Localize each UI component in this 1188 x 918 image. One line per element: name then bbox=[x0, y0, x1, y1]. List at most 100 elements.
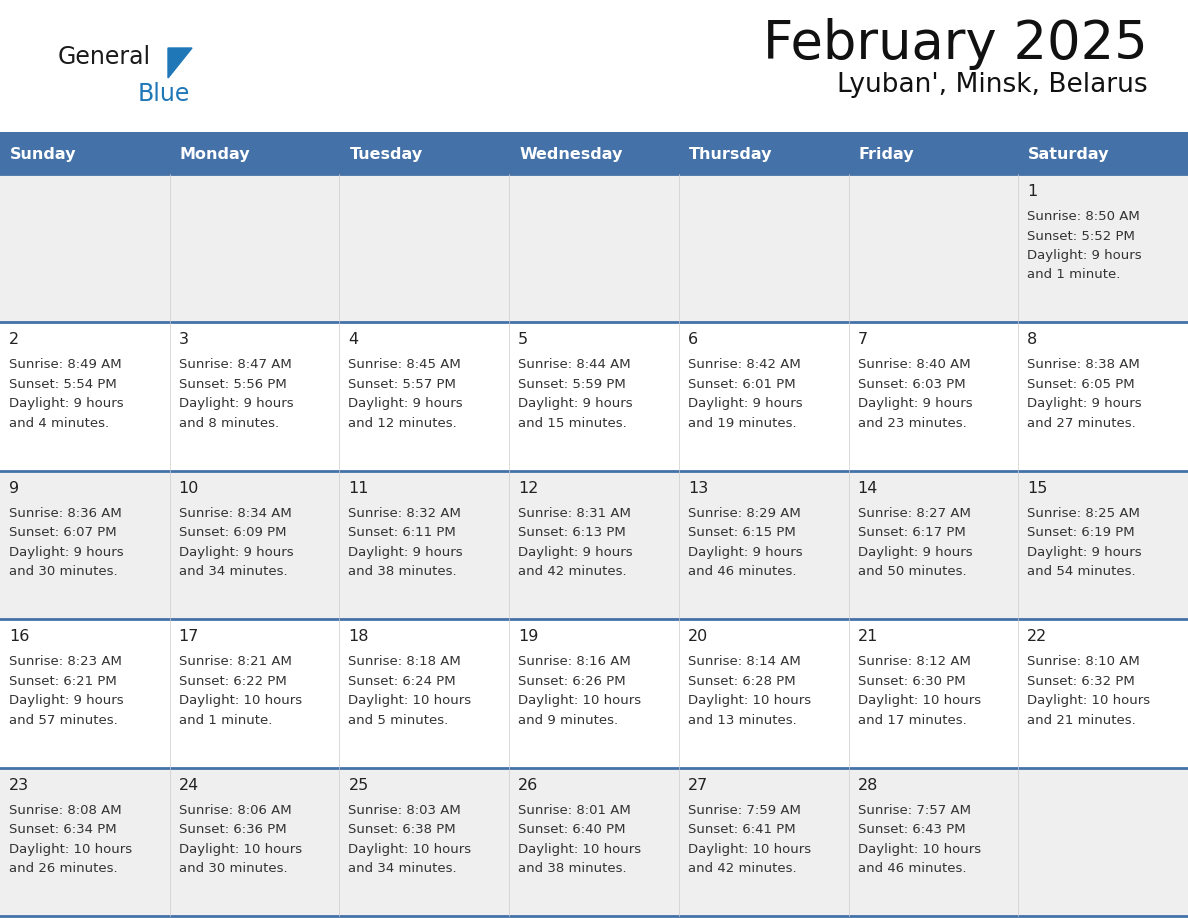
Text: Blue: Blue bbox=[138, 82, 190, 106]
Text: Sunset: 6:05 PM: Sunset: 6:05 PM bbox=[1028, 378, 1135, 391]
Text: and 1 minute.: and 1 minute. bbox=[178, 713, 272, 727]
Text: Sunset: 6:40 PM: Sunset: 6:40 PM bbox=[518, 823, 626, 836]
Text: and 27 minutes.: and 27 minutes. bbox=[1028, 417, 1136, 430]
Bar bbox=[0, 322, 1188, 471]
Text: and 38 minutes.: and 38 minutes. bbox=[348, 565, 457, 578]
Text: Daylight: 10 hours: Daylight: 10 hours bbox=[1028, 694, 1150, 707]
Text: Sunrise: 8:10 AM: Sunrise: 8:10 AM bbox=[1028, 655, 1140, 668]
Bar bbox=[0, 132, 1188, 136]
Text: and 15 minutes.: and 15 minutes. bbox=[518, 417, 627, 430]
Text: Daylight: 10 hours: Daylight: 10 hours bbox=[858, 843, 981, 856]
Text: Daylight: 9 hours: Daylight: 9 hours bbox=[178, 546, 293, 559]
Text: Sunrise: 8:27 AM: Sunrise: 8:27 AM bbox=[858, 507, 971, 520]
Text: Sunset: 6:43 PM: Sunset: 6:43 PM bbox=[858, 823, 965, 836]
Text: Daylight: 10 hours: Daylight: 10 hours bbox=[10, 843, 132, 856]
Text: 2: 2 bbox=[10, 332, 19, 347]
Text: Thursday: Thursday bbox=[689, 148, 772, 162]
Text: and 19 minutes.: and 19 minutes. bbox=[688, 417, 796, 430]
Text: and 23 minutes.: and 23 minutes. bbox=[858, 417, 966, 430]
Text: 3: 3 bbox=[178, 332, 189, 347]
Text: Sunset: 6:41 PM: Sunset: 6:41 PM bbox=[688, 823, 796, 836]
Text: and 42 minutes.: and 42 minutes. bbox=[518, 565, 627, 578]
Text: Daylight: 9 hours: Daylight: 9 hours bbox=[1028, 546, 1142, 559]
Text: Sunset: 6:22 PM: Sunset: 6:22 PM bbox=[178, 675, 286, 688]
Text: 9: 9 bbox=[10, 481, 19, 496]
Bar bbox=[0, 767, 1188, 916]
Text: Daylight: 9 hours: Daylight: 9 hours bbox=[688, 397, 802, 410]
Text: Daylight: 9 hours: Daylight: 9 hours bbox=[1028, 249, 1142, 262]
Text: 5: 5 bbox=[518, 332, 529, 347]
Text: Daylight: 10 hours: Daylight: 10 hours bbox=[348, 843, 472, 856]
Text: Sunset: 5:54 PM: Sunset: 5:54 PM bbox=[10, 378, 116, 391]
Text: and 17 minutes.: and 17 minutes. bbox=[858, 713, 966, 727]
Text: Daylight: 9 hours: Daylight: 9 hours bbox=[688, 546, 802, 559]
Text: Daylight: 10 hours: Daylight: 10 hours bbox=[688, 843, 811, 856]
Text: and 13 minutes.: and 13 minutes. bbox=[688, 713, 797, 727]
Text: Sunset: 5:56 PM: Sunset: 5:56 PM bbox=[178, 378, 286, 391]
Text: Sunrise: 8:47 AM: Sunrise: 8:47 AM bbox=[178, 358, 291, 372]
Text: Sunset: 6:09 PM: Sunset: 6:09 PM bbox=[178, 526, 286, 539]
Text: Daylight: 9 hours: Daylight: 9 hours bbox=[518, 546, 633, 559]
Text: and 26 minutes.: and 26 minutes. bbox=[10, 862, 118, 875]
Text: Sunrise: 8:31 AM: Sunrise: 8:31 AM bbox=[518, 507, 631, 520]
Text: Sunset: 5:59 PM: Sunset: 5:59 PM bbox=[518, 378, 626, 391]
Text: Daylight: 10 hours: Daylight: 10 hours bbox=[348, 694, 472, 707]
Bar bbox=[0, 174, 1188, 322]
Text: and 4 minutes.: and 4 minutes. bbox=[10, 417, 109, 430]
Text: Daylight: 9 hours: Daylight: 9 hours bbox=[858, 397, 972, 410]
Text: Lyuban', Minsk, Belarus: Lyuban', Minsk, Belarus bbox=[838, 72, 1148, 98]
Text: Tuesday: Tuesday bbox=[349, 148, 423, 162]
Text: February 2025: February 2025 bbox=[763, 18, 1148, 70]
Text: 4: 4 bbox=[348, 332, 359, 347]
Text: and 5 minutes.: and 5 minutes. bbox=[348, 713, 449, 727]
Text: Sunset: 6:19 PM: Sunset: 6:19 PM bbox=[1028, 526, 1135, 539]
Text: Sunset: 6:32 PM: Sunset: 6:32 PM bbox=[1028, 675, 1135, 688]
Text: Sunset: 5:57 PM: Sunset: 5:57 PM bbox=[348, 378, 456, 391]
Text: Sunrise: 8:18 AM: Sunrise: 8:18 AM bbox=[348, 655, 461, 668]
Text: Sunrise: 8:03 AM: Sunrise: 8:03 AM bbox=[348, 803, 461, 817]
Text: Sunrise: 7:59 AM: Sunrise: 7:59 AM bbox=[688, 803, 801, 817]
Text: Daylight: 10 hours: Daylight: 10 hours bbox=[518, 843, 642, 856]
Text: 6: 6 bbox=[688, 332, 699, 347]
Text: and 8 minutes.: and 8 minutes. bbox=[178, 417, 279, 430]
Text: 12: 12 bbox=[518, 481, 538, 496]
Text: 8: 8 bbox=[1028, 332, 1037, 347]
Text: and 12 minutes.: and 12 minutes. bbox=[348, 417, 457, 430]
Text: Daylight: 9 hours: Daylight: 9 hours bbox=[10, 694, 124, 707]
Text: 1: 1 bbox=[1028, 184, 1037, 199]
Text: Sunset: 6:07 PM: Sunset: 6:07 PM bbox=[10, 526, 116, 539]
Text: Sunrise: 8:06 AM: Sunrise: 8:06 AM bbox=[178, 803, 291, 817]
Text: Daylight: 9 hours: Daylight: 9 hours bbox=[858, 546, 972, 559]
Bar bbox=[0, 620, 1188, 767]
Text: Sunrise: 8:49 AM: Sunrise: 8:49 AM bbox=[10, 358, 121, 372]
Text: Sunrise: 8:08 AM: Sunrise: 8:08 AM bbox=[10, 803, 121, 817]
Text: Saturday: Saturday bbox=[1029, 148, 1110, 162]
Text: 14: 14 bbox=[858, 481, 878, 496]
Text: Sunset: 6:30 PM: Sunset: 6:30 PM bbox=[858, 675, 965, 688]
Text: Sunset: 6:11 PM: Sunset: 6:11 PM bbox=[348, 526, 456, 539]
Text: 10: 10 bbox=[178, 481, 200, 496]
Text: 25: 25 bbox=[348, 778, 368, 792]
Text: and 50 minutes.: and 50 minutes. bbox=[858, 565, 966, 578]
Text: and 34 minutes.: and 34 minutes. bbox=[348, 862, 457, 875]
Text: Sunrise: 8:34 AM: Sunrise: 8:34 AM bbox=[178, 507, 291, 520]
Text: Sunset: 6:03 PM: Sunset: 6:03 PM bbox=[858, 378, 965, 391]
Text: 27: 27 bbox=[688, 778, 708, 792]
Text: Sunset: 6:34 PM: Sunset: 6:34 PM bbox=[10, 823, 116, 836]
Text: and 9 minutes.: and 9 minutes. bbox=[518, 713, 618, 727]
Text: Sunrise: 8:38 AM: Sunrise: 8:38 AM bbox=[1028, 358, 1140, 372]
Text: Monday: Monday bbox=[179, 148, 251, 162]
Text: Sunrise: 8:01 AM: Sunrise: 8:01 AM bbox=[518, 803, 631, 817]
Text: 11: 11 bbox=[348, 481, 369, 496]
Text: 23: 23 bbox=[10, 778, 30, 792]
Text: Sunrise: 8:45 AM: Sunrise: 8:45 AM bbox=[348, 358, 461, 372]
Text: 16: 16 bbox=[10, 629, 30, 644]
Text: and 38 minutes.: and 38 minutes. bbox=[518, 862, 627, 875]
Text: Daylight: 9 hours: Daylight: 9 hours bbox=[10, 397, 124, 410]
Text: Sunset: 6:01 PM: Sunset: 6:01 PM bbox=[688, 378, 796, 391]
Text: Sunset: 6:26 PM: Sunset: 6:26 PM bbox=[518, 675, 626, 688]
Text: Sunrise: 8:32 AM: Sunrise: 8:32 AM bbox=[348, 507, 461, 520]
Text: Wednesday: Wednesday bbox=[519, 148, 623, 162]
Text: and 54 minutes.: and 54 minutes. bbox=[1028, 565, 1136, 578]
Text: Sunset: 6:17 PM: Sunset: 6:17 PM bbox=[858, 526, 966, 539]
